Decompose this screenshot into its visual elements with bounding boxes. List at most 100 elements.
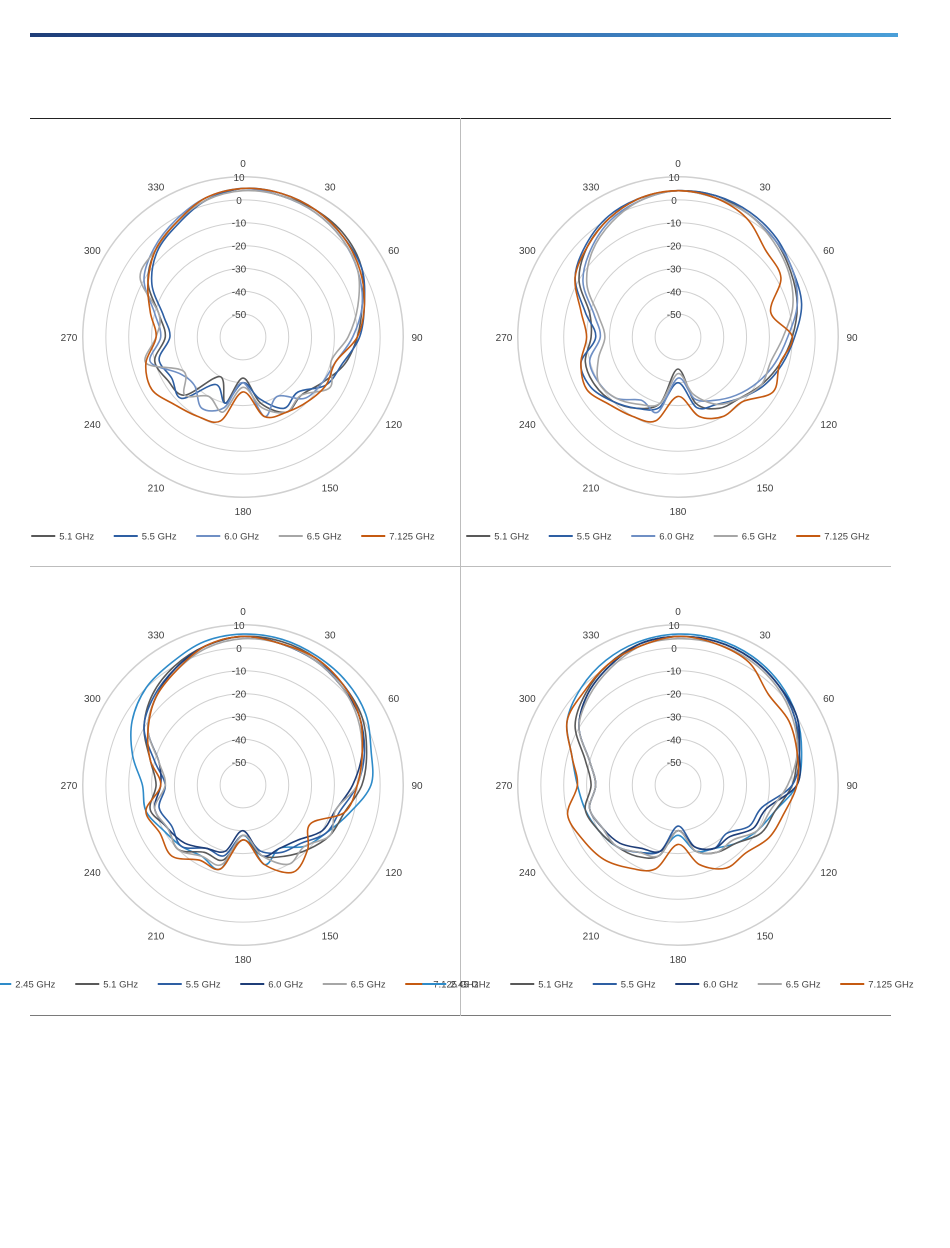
angle-tick-label: 30 — [324, 630, 336, 641]
radial-tick-label: 10 — [233, 173, 245, 184]
series-group — [130, 633, 374, 874]
angle-tick-label: 60 — [823, 694, 835, 705]
angle-tick-label: 240 — [519, 420, 536, 431]
polar-chart-bottom-right: 10 0 -10 -20 -30 -40 -50 0 30 60 90 120 150 180 210 240… — [422, 598, 914, 1003]
series-line — [574, 189, 794, 423]
series-line — [578, 189, 799, 410]
outer-ring — [82, 176, 404, 498]
radial-tick-label: 0 — [671, 644, 677, 655]
polar-grid — [82, 624, 404, 946]
angle-tick-label: 150 — [757, 484, 774, 495]
radial-tick-label: -20 — [667, 242, 682, 253]
angle-tick-label: 120 — [385, 420, 402, 431]
grid-ring — [105, 647, 381, 923]
series-line — [145, 635, 364, 874]
polar-chart-svg: 10 0 -10 -20 -30 -40 -50 0 30 60 90 120 150 180 210 240… — [422, 607, 914, 991]
angle-tick-label: 330 — [148, 630, 165, 641]
legend-label: 2.45 GHz — [15, 980, 55, 991]
grid-ring — [196, 738, 290, 832]
grid-ring — [540, 199, 816, 475]
angle-tick-label: 120 — [820, 420, 837, 431]
radial-tick-label: 0 — [236, 644, 242, 655]
series-line — [566, 633, 803, 854]
grid-ring — [654, 313, 702, 361]
legend-label: 6.5 GHz — [786, 980, 821, 991]
grid-ring — [608, 267, 748, 407]
angle-tick-label: 240 — [84, 420, 101, 431]
series-line — [130, 633, 374, 871]
header-accent-bar — [30, 33, 898, 37]
radial-tick-label: -20 — [232, 690, 247, 701]
legend-label: 6.0 GHz — [268, 980, 303, 991]
outer-ring — [517, 624, 839, 946]
angle-tick-label: 150 — [757, 932, 774, 943]
angle-tick-label: 90 — [411, 781, 423, 792]
angle-tick-label: 300 — [84, 694, 101, 705]
figure-grid — [30, 118, 891, 1016]
legend-label: 7.125 GHz — [868, 980, 914, 991]
angle-tick-label: 0 — [240, 607, 246, 618]
grid-ring — [173, 715, 313, 855]
angle-tick-label: 210 — [148, 484, 165, 495]
radial-tick-label: -30 — [667, 264, 682, 275]
grid-ring — [105, 199, 381, 475]
angle-tick-label: 240 — [84, 868, 101, 879]
angle-tick-label: 150 — [322, 932, 339, 943]
angle-tick-label: 150 — [322, 484, 339, 495]
series-line — [144, 187, 366, 424]
legend-label: 5.5 GHz — [142, 532, 177, 543]
radial-tick-label: -30 — [667, 712, 682, 723]
angle-tick-label: 90 — [846, 333, 858, 344]
series-group — [139, 187, 366, 424]
legend-label: 5.5 GHz — [577, 532, 612, 543]
angle-tick-label: 30 — [324, 182, 336, 193]
angle-tick-label: 180 — [670, 507, 687, 518]
angle-tick-label: 300 — [519, 246, 536, 257]
angle-tick-label: 300 — [519, 694, 536, 705]
radial-tick-label: -50 — [232, 310, 247, 321]
polar-chart-bottom-left: 10 0 -10 -20 -30 -40 -50 0 30 60 90 120 150 180 210 240… — [0, 598, 479, 1003]
legend-label: 5.5 GHz — [186, 980, 221, 991]
radial-tick-label: 0 — [236, 196, 242, 207]
angle-tick-label: 330 — [583, 630, 600, 641]
angle-tick-label: 270 — [61, 333, 78, 344]
angle-tick-label: 0 — [675, 159, 681, 170]
series-line — [585, 189, 794, 407]
outer-ring — [82, 624, 404, 946]
radial-tick-label: -40 — [667, 735, 682, 746]
legend-label: 2.45 GHz — [450, 980, 490, 991]
angle-tick-label: 90 — [411, 333, 423, 344]
angle-tick-label: 0 — [675, 607, 681, 618]
grid-ring — [173, 267, 313, 407]
angle-tick-label: 0 — [240, 159, 246, 170]
radial-tick-label: -10 — [232, 667, 247, 678]
legend-label: 5.1 GHz — [59, 532, 94, 543]
legend-label: 5.1 GHz — [494, 532, 529, 543]
radial-tick-label: -40 — [232, 287, 247, 298]
legend-label: 5.1 GHz — [538, 980, 573, 991]
series-line — [578, 637, 799, 858]
radial-tick-label: 10 — [668, 173, 680, 184]
angle-tick-label: 90 — [846, 781, 858, 792]
grid-ring — [151, 245, 335, 429]
radial-tick-label: -50 — [667, 310, 682, 321]
grid-ring — [631, 738, 725, 832]
grid-ring — [563, 670, 793, 900]
angle-tick-label: 30 — [759, 182, 771, 193]
angle-tick-label: 330 — [583, 182, 600, 193]
angle-tick-label: 210 — [583, 932, 600, 943]
series-line — [139, 189, 361, 414]
angle-tick-label: 30 — [759, 630, 771, 641]
legend-label: 7.125 GHz — [433, 980, 479, 991]
grid-ring — [219, 313, 267, 361]
grid-ring — [128, 670, 358, 900]
radial-tick-label: -10 — [667, 667, 682, 678]
radial-tick-label: -10 — [232, 219, 247, 230]
polar-chart-top-right: 10 0 -10 -20 -30 -40 -50 0 30 60 90 120 150 180 210 240… — [466, 150, 885, 555]
legend-label: 6.5 GHz — [742, 532, 777, 543]
angle-tick-label: 270 — [61, 781, 78, 792]
grid-ring — [219, 761, 267, 809]
outer-ring — [517, 176, 839, 498]
series-line — [582, 189, 799, 414]
radial-tick-label: 0 — [671, 196, 677, 207]
